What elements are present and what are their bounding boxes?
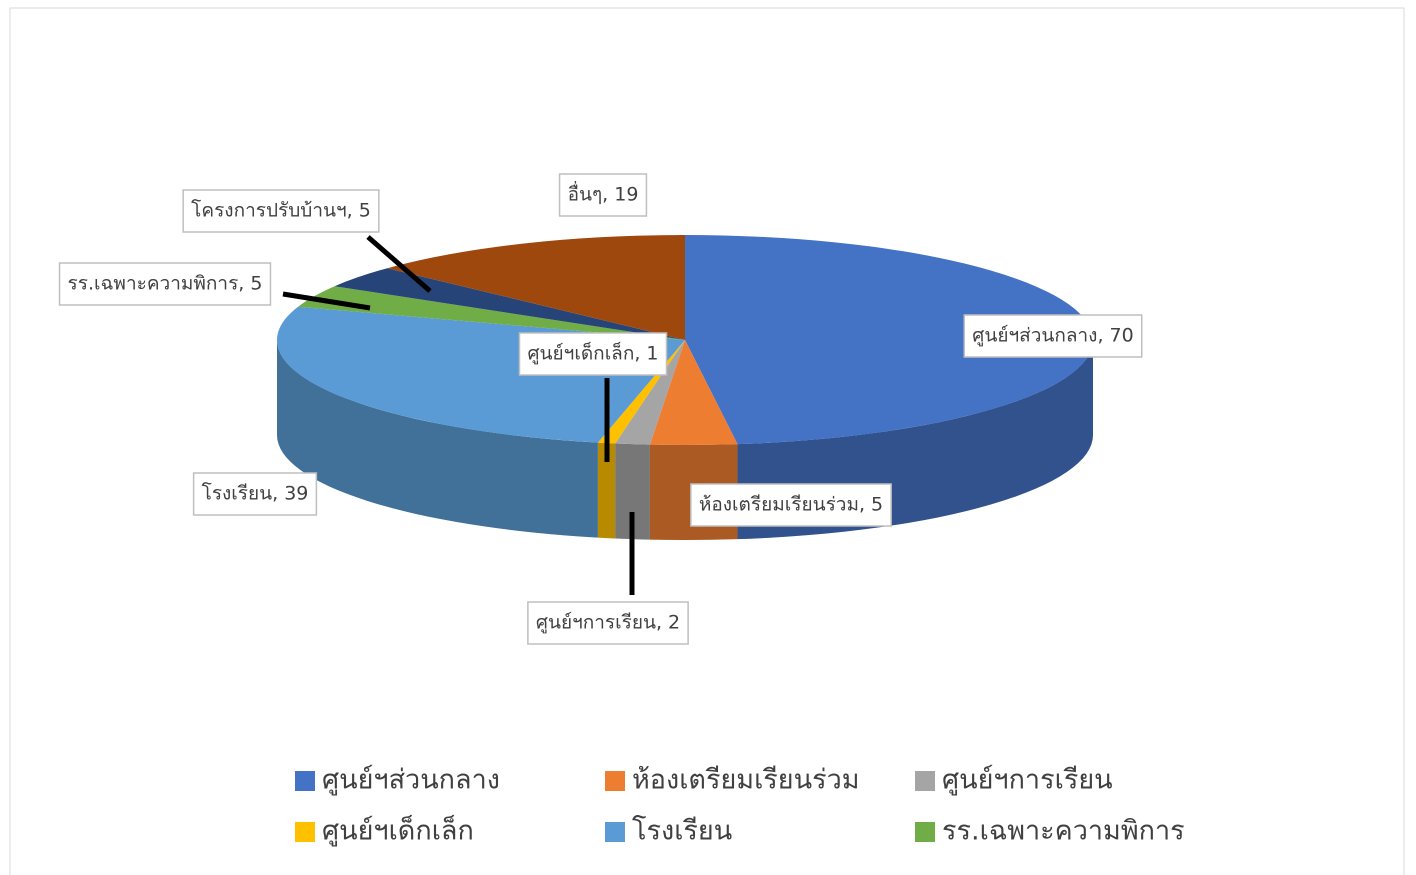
legend-swatch <box>915 771 935 791</box>
leader-line <box>366 235 432 293</box>
data-label: โรงเรียน, 39 <box>202 482 309 505</box>
data-label: ห้องเตรียมเรียนร่วม, 5 <box>699 494 883 516</box>
slice <box>298 286 685 340</box>
legend-label: ศูนย์ฯส่วนกลาง <box>322 764 500 796</box>
legend-swatch <box>915 822 935 842</box>
slice-side <box>597 442 616 539</box>
data-label: รร.เฉพาะความพิการ, 5 <box>68 273 263 295</box>
data-label: ศูนย์ฯเด็กเล็ก, 1 <box>528 341 659 365</box>
legend-swatch <box>295 822 315 842</box>
slice-side-shade <box>597 442 616 539</box>
legend-label: ศูนย์ฯการเรียน <box>942 764 1113 796</box>
data-label: ศูนย์ฯการเรียน, 2 <box>536 612 680 634</box>
legend-label: โรงเรียน <box>632 816 732 847</box>
slice <box>615 340 685 445</box>
data-label-box <box>527 601 689 645</box>
data-label-box <box>58 262 272 306</box>
slice <box>387 235 685 340</box>
data-label-box <box>690 483 892 527</box>
data-label-box <box>963 314 1143 358</box>
legend-swatch <box>605 771 625 791</box>
slice-side-shade <box>277 340 598 538</box>
data-label-box <box>518 332 668 376</box>
legend-swatch <box>295 771 315 791</box>
slice <box>685 235 1094 445</box>
legend-swatch <box>605 822 625 842</box>
data-label: โครงการปรับบ้านฯ, 5 <box>191 199 371 222</box>
data-label-box <box>558 173 648 217</box>
data-label: ศูนย์ฯส่วนกลาง, 70 <box>972 325 1133 347</box>
legend-label: ห้องเตรียมเรียนร่วม <box>632 765 860 796</box>
data-label-box <box>192 472 318 516</box>
legend-label: รร.เฉพาะความพิการ <box>942 816 1185 847</box>
data-label-box <box>182 189 380 233</box>
slice <box>649 340 738 445</box>
data-label: อื่นๆ, 19 <box>568 181 639 206</box>
slice-side <box>277 340 598 538</box>
leader-line <box>282 291 371 311</box>
slice-side-shade <box>615 443 650 540</box>
slice-side <box>615 443 650 540</box>
legend-label: ศูนย์ฯเด็กเล็ก <box>322 813 474 847</box>
